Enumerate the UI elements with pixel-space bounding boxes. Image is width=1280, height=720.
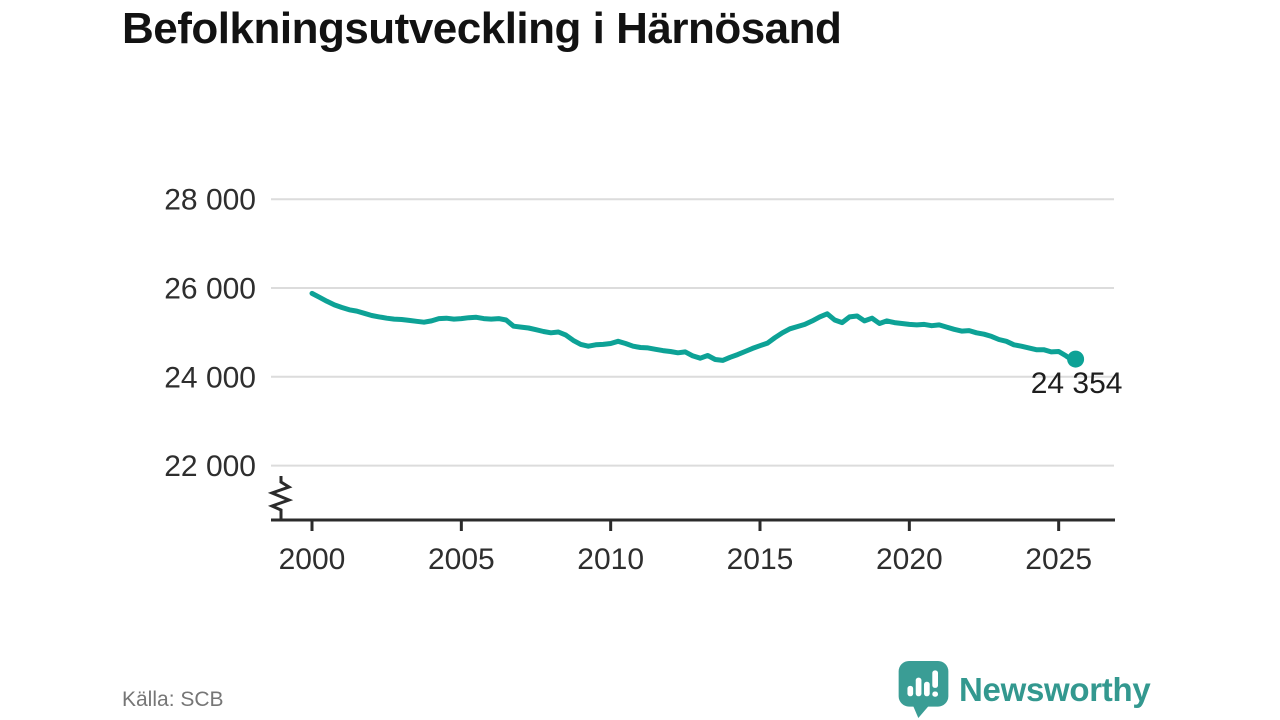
- x-axis-tick-label: 2025: [1025, 543, 1092, 576]
- logo-bar-tall: [915, 677, 922, 697]
- x-axis-tick-label: 2010: [577, 543, 644, 576]
- page-title: Befolkningsutveckling i Härnösand: [122, 4, 842, 53]
- newsworthy-wordmark: Newsworthy: [959, 671, 1151, 708]
- logo-bar-short: [907, 685, 914, 697]
- y-axis-tick-label: 22 000: [164, 450, 256, 483]
- y-axis-tick-label: 24 000: [164, 361, 256, 394]
- last-point-dot: [1067, 350, 1085, 368]
- source-note: Källa: SCB: [122, 688, 224, 711]
- axis-break-icon: [267, 476, 294, 519]
- logo-exclamation-dot: [932, 691, 938, 697]
- newsworthy-logo: Newsworthy: [897, 661, 1151, 719]
- x-axis-tick-label: 2005: [428, 543, 495, 576]
- population-line-chart: 22 000 24 000 26 000 28 000 2000 2005 2010 2015…: [164, 184, 1123, 576]
- x-axis-tick-label: 2015: [727, 543, 794, 576]
- x-axis-tick-label: 2000: [279, 543, 346, 576]
- logo-bar-medium: [924, 681, 930, 697]
- logo-exclamation-bar: [932, 670, 938, 688]
- population-line: [309, 290, 1077, 364]
- y-axis-tick-label: 28 000: [164, 184, 256, 217]
- y-axis-tick-label: 26 000: [164, 273, 256, 306]
- newsworthy-speech-bubble-icon: [898, 661, 949, 718]
- x-axis-tick-label: 2020: [876, 543, 943, 576]
- last-value-label: 24 354: [1031, 367, 1123, 400]
